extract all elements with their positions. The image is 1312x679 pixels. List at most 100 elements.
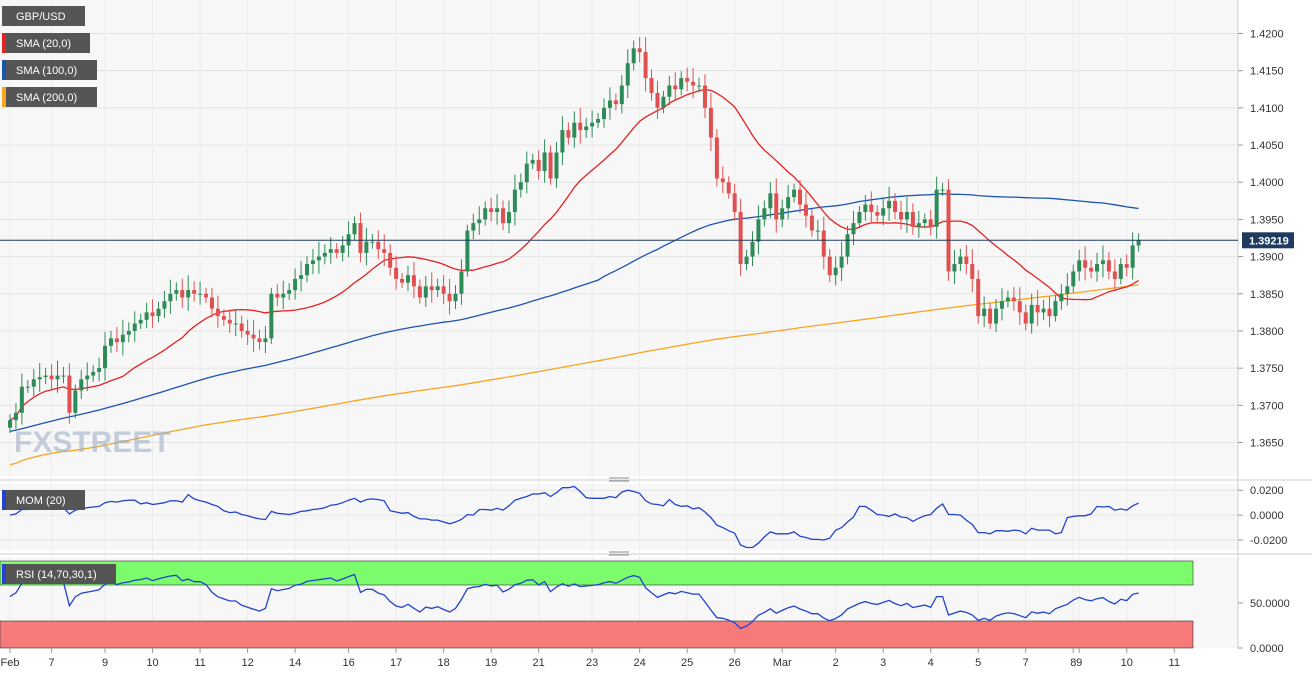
candle: [548, 145, 553, 185]
legend-sma20[interactable]: SMA (20,0): [2, 33, 90, 53]
candle-body: [976, 278, 981, 317]
candle-body: [744, 256, 749, 265]
candle-body: [803, 204, 808, 216]
candle: [1017, 287, 1022, 325]
candle: [845, 225, 850, 265]
candle-body: [108, 338, 113, 346]
candle: [388, 244, 393, 276]
candle: [786, 184, 791, 220]
candle: [768, 182, 773, 219]
candle-body: [946, 189, 951, 272]
date-label: 9: [102, 657, 108, 669]
price-tick-label: 1.4150: [1250, 66, 1284, 78]
candle: [536, 150, 541, 180]
candle-body: [815, 230, 820, 232]
legend-rsi[interactable]: RSI (14,70,30,1): [2, 564, 116, 584]
legend-sma20-text: SMA (20,0): [16, 38, 71, 50]
legend-mom[interactable]: MOM (20): [2, 490, 85, 510]
candle: [803, 191, 808, 228]
candle: [554, 142, 559, 188]
candle-body: [429, 286, 434, 291]
panel-resize-handle[interactable]: [609, 477, 629, 556]
candle-body: [299, 275, 304, 279]
candle: [174, 282, 179, 301]
candle: [1095, 252, 1100, 282]
candle: [423, 275, 428, 307]
candle: [506, 200, 511, 234]
candle-body: [400, 278, 405, 283]
candle: [352, 216, 357, 241]
candle-body: [542, 152, 547, 172]
candle-body: [73, 390, 78, 413]
candle: [120, 319, 125, 356]
candle-body: [762, 208, 767, 220]
price-tick-label: 1.3850: [1250, 289, 1284, 301]
legend-sma100[interactable]: SMA (100,0): [2, 60, 97, 80]
date-label: Mar: [773, 657, 792, 669]
candle: [85, 362, 90, 392]
candle-body: [1059, 293, 1064, 302]
price-tick-label: 1.4050: [1250, 140, 1284, 152]
legend-mom-swatch: [2, 490, 6, 510]
candle: [1023, 304, 1028, 331]
candle: [441, 275, 446, 304]
candle: [708, 92, 713, 151]
candle: [774, 178, 779, 233]
candle: [204, 287, 209, 303]
candle-body: [388, 252, 393, 268]
candle-body: [465, 230, 470, 272]
candle: [590, 110, 595, 138]
candle-body: [328, 249, 333, 253]
candle-body: [132, 323, 137, 331]
candle: [821, 216, 826, 270]
candle: [940, 182, 945, 196]
price-tick-label: 1.4100: [1250, 103, 1284, 115]
candle: [691, 67, 696, 99]
candle: [999, 288, 1004, 321]
price-tick-label: 1.3650: [1250, 438, 1284, 450]
candle-body: [126, 330, 131, 335]
candle-body: [453, 293, 458, 302]
candle: [287, 283, 292, 300]
candle: [756, 205, 761, 255]
candle-body: [679, 78, 684, 90]
date-label: 7: [49, 657, 55, 669]
candle: [994, 299, 999, 333]
candle: [275, 284, 280, 307]
candle: [316, 241, 321, 274]
legend-sma200[interactable]: SMA (200,0): [2, 87, 97, 107]
candle: [946, 179, 951, 281]
candle-body: [1089, 267, 1094, 272]
date-label: 16: [342, 657, 354, 669]
candle: [910, 203, 915, 235]
candle-body: [1023, 312, 1028, 324]
candle-body: [114, 338, 119, 343]
date-label: 18: [437, 657, 449, 669]
candle-body: [643, 52, 648, 79]
candle: [1083, 246, 1088, 281]
candle-body: [1041, 308, 1046, 313]
candle-body: [756, 219, 761, 242]
candle: [358, 212, 363, 263]
candle: [780, 199, 785, 228]
candle-body: [263, 338, 268, 343]
rsi-zones: [0, 560, 1194, 649]
candle-body: [560, 130, 565, 153]
date-label: 5: [975, 657, 981, 669]
date-label: 7: [1023, 657, 1029, 669]
candle-body: [839, 256, 844, 268]
candle: [132, 311, 137, 342]
candle-body: [423, 286, 428, 298]
date-label: 24: [634, 657, 646, 669]
candle: [435, 278, 440, 298]
candle: [73, 384, 78, 419]
candle-body: [774, 193, 779, 220]
date-label: 19: [485, 657, 497, 669]
candle: [162, 290, 167, 319]
candle-body: [875, 211, 880, 216]
candle-body: [590, 122, 595, 127]
candle-body: [512, 189, 517, 212]
date-label: 12: [241, 657, 253, 669]
legend-symbol[interactable]: GBP/USD: [2, 6, 85, 26]
